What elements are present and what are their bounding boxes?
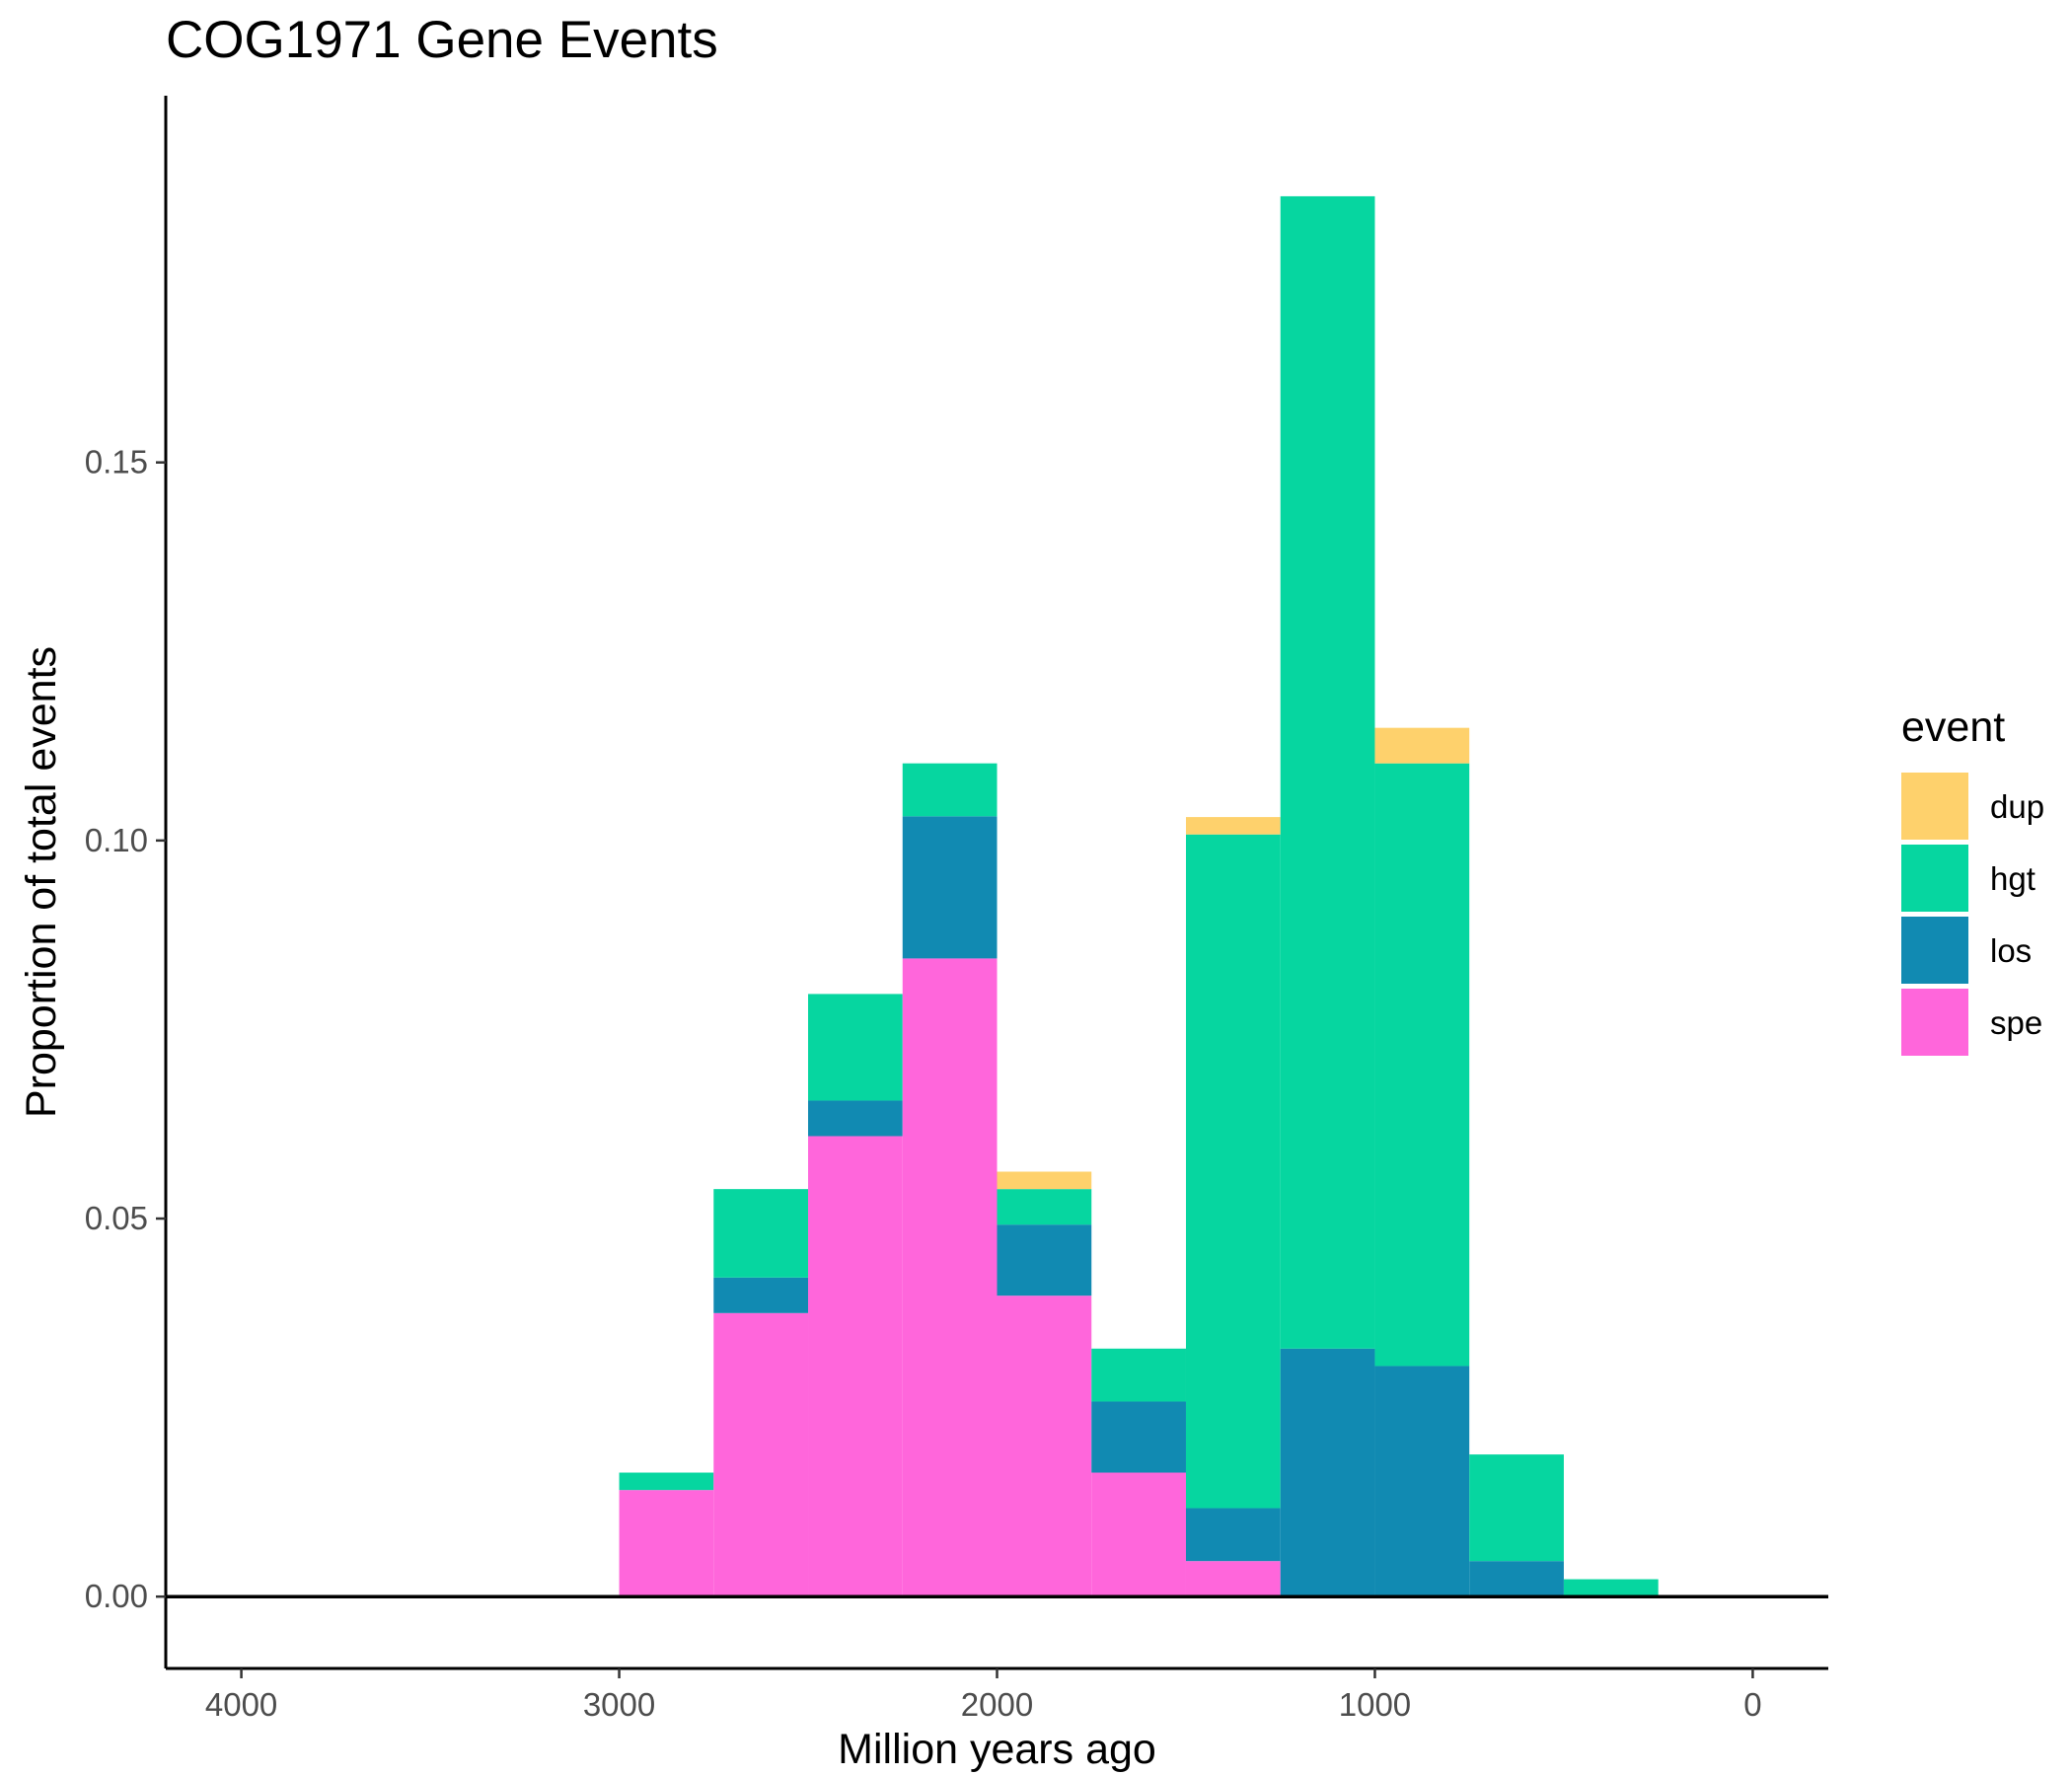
bar-hgt-bin-8 <box>1374 763 1470 1367</box>
bar-hgt-bin-1 <box>713 1189 809 1278</box>
bar-los-bin-7 <box>1280 1348 1375 1597</box>
legend-label-spe: spe <box>1990 1004 2042 1041</box>
legend-swatch-dup <box>1901 773 1968 840</box>
bar-spe-bin-5 <box>1091 1472 1186 1597</box>
bar-hgt-bin-4 <box>997 1189 1092 1225</box>
bar-los-bin-8 <box>1374 1366 1470 1597</box>
bar-spe-bin-0 <box>619 1490 714 1597</box>
x-axis-title: Million years ago <box>838 1726 1156 1773</box>
bar-los-bin-2 <box>808 1100 903 1137</box>
bar-hgt-bin-5 <box>1091 1348 1186 1402</box>
legend-label-dup: dup <box>1990 788 2044 825</box>
y-axis-title: Proportion of total events <box>18 646 65 1118</box>
legend-swatch-spe <box>1901 989 1968 1056</box>
x-tick-label: 1000 <box>1339 1686 1411 1723</box>
bar-los-bin-9 <box>1469 1561 1564 1597</box>
legend-swatch-hgt <box>1901 845 1968 912</box>
bar-spe-bin-6 <box>1185 1561 1281 1597</box>
y-tick-label: 0.00 <box>85 1578 148 1614</box>
bar-dup-bin-8 <box>1374 727 1470 764</box>
bar-spe-bin-1 <box>713 1312 809 1597</box>
legend-label-los: los <box>1990 932 2032 969</box>
bar-los-bin-6 <box>1185 1508 1281 1562</box>
legend-title: event <box>1901 703 2005 751</box>
bar-dup-bin-6 <box>1185 817 1281 835</box>
bar-hgt-bin-9 <box>1469 1454 1564 1562</box>
bar-spe-bin-4 <box>997 1295 1092 1597</box>
x-tick-label: 0 <box>1743 1686 1761 1723</box>
bar-los-bin-1 <box>713 1277 809 1313</box>
bar-dup-bin-4 <box>997 1171 1092 1190</box>
bar-hgt-bin-10 <box>1563 1579 1659 1597</box>
x-tick-label: 2000 <box>961 1686 1033 1723</box>
legend-label-hgt: hgt <box>1990 860 2035 897</box>
y-tick-label: 0.05 <box>85 1200 148 1236</box>
bar-hgt-bin-0 <box>619 1472 714 1491</box>
y-tick-label: 0.15 <box>85 444 148 481</box>
bars-layer <box>619 195 1659 1597</box>
bar-los-bin-4 <box>997 1224 1092 1296</box>
bar-hgt-bin-2 <box>808 994 903 1101</box>
legend-swatch-los <box>1901 917 1968 984</box>
bar-los-bin-5 <box>1091 1401 1186 1473</box>
chart-title: COG1971 Gene Events <box>166 11 718 69</box>
x-tick-label: 3000 <box>583 1686 655 1723</box>
bar-hgt-bin-7 <box>1280 195 1375 1349</box>
x-tick-label: 4000 <box>205 1686 277 1723</box>
y-tick-label: 0.10 <box>85 822 148 858</box>
bar-spe-bin-3 <box>902 958 998 1597</box>
bar-hgt-bin-3 <box>902 763 998 817</box>
axes-layer: 4000 3000 2000 1000 0 0.00 0.05 0.10 0.15 <box>85 96 1828 1723</box>
bar-spe-bin-2 <box>808 1136 903 1597</box>
bar-los-bin-3 <box>902 816 998 959</box>
bar-hgt-bin-6 <box>1185 834 1281 1509</box>
legend: event dup hgt los spe <box>1901 703 2044 1056</box>
